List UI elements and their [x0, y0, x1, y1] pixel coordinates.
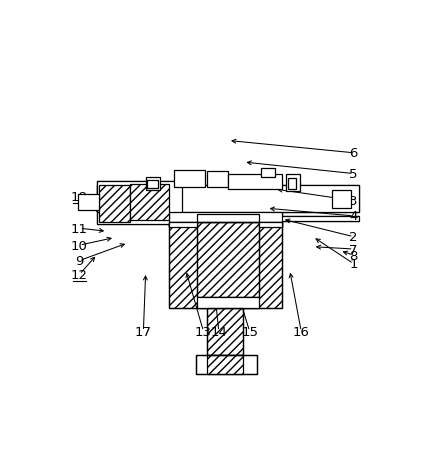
Text: 5: 5: [349, 168, 358, 181]
Bar: [197, 297, 259, 308]
Text: 3: 3: [349, 195, 358, 207]
Bar: [259, 223, 282, 228]
Text: 15: 15: [241, 325, 258, 338]
Bar: [207, 172, 228, 187]
Bar: [261, 169, 275, 178]
Bar: [197, 223, 259, 297]
Text: 1: 1: [349, 257, 358, 270]
Text: 7: 7: [349, 243, 358, 256]
Bar: [169, 213, 282, 228]
Bar: [169, 223, 282, 308]
Text: 10: 10: [71, 239, 88, 252]
Bar: [97, 186, 359, 213]
Text: 14: 14: [210, 325, 227, 338]
Text: 17: 17: [135, 325, 152, 338]
Bar: [206, 308, 243, 355]
Text: 2: 2: [349, 231, 358, 244]
Bar: [97, 182, 182, 224]
Bar: [206, 355, 243, 374]
Text: 16: 16: [293, 325, 310, 338]
Text: 18: 18: [71, 191, 88, 204]
Text: 13: 13: [195, 325, 212, 338]
Bar: [78, 195, 99, 210]
Bar: [197, 215, 259, 223]
Text: 12: 12: [71, 269, 88, 281]
Text: 9: 9: [75, 254, 84, 268]
Bar: [196, 355, 257, 374]
Bar: [147, 181, 158, 189]
Bar: [332, 191, 351, 209]
Bar: [206, 308, 243, 355]
Bar: [288, 179, 296, 190]
Text: 4: 4: [350, 210, 358, 223]
Bar: [174, 170, 205, 187]
Bar: [169, 223, 282, 308]
Text: 8: 8: [350, 249, 358, 262]
Bar: [99, 186, 130, 223]
Bar: [197, 223, 259, 297]
Bar: [228, 174, 282, 190]
Text: 6: 6: [350, 147, 358, 160]
Bar: [286, 175, 300, 192]
Bar: [130, 184, 169, 220]
Bar: [196, 355, 257, 374]
Bar: [146, 178, 160, 190]
Text: 11: 11: [71, 222, 88, 235]
Bar: [169, 223, 197, 228]
Bar: [190, 217, 359, 222]
